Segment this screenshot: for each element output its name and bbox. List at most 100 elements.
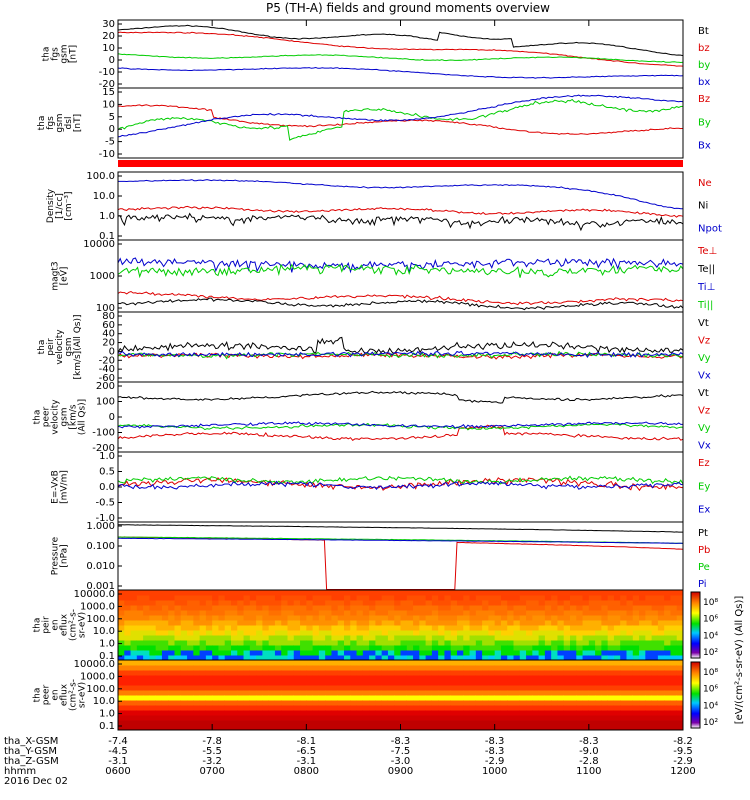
spectrogram-cell (450, 715, 458, 721)
spectrogram-cell (601, 610, 609, 616)
spectrogram-cell (444, 655, 452, 661)
spectrogram-cell (193, 675, 201, 681)
spectrogram-cell (639, 660, 646, 666)
spectrogram-cell (469, 650, 477, 656)
spectrogram-cell (356, 630, 364, 636)
spectrogram-cell (344, 640, 351, 646)
spectrogram-cell (488, 665, 496, 671)
spectrogram-cell (582, 720, 590, 726)
spectrogram-cell (500, 595, 508, 601)
spectrogram-cell (124, 660, 132, 666)
legend-Ex: Ex (698, 505, 710, 516)
spectrogram-cell (218, 670, 226, 676)
spectrogram-cell (312, 695, 320, 701)
spectrogram-cell (325, 670, 332, 676)
spectrogram-cell (337, 605, 345, 611)
spectrogram-cell (262, 675, 270, 681)
spectrogram-cell (218, 640, 226, 646)
spectrogram-cell (243, 660, 251, 666)
y-tick-label: 10 (102, 99, 115, 110)
spectrogram-cell (544, 670, 552, 676)
spectrogram-cell (212, 670, 219, 676)
y-tick-label: 0.001 (86, 581, 115, 592)
spectrogram-cell (331, 590, 339, 596)
spectrogram-cell (174, 640, 182, 646)
spectrogram-cell (130, 710, 138, 716)
series-line-5-4 (117, 350, 684, 359)
spectrogram-cell (626, 710, 634, 716)
spectrogram-cell (161, 605, 169, 611)
spectrogram-cell (394, 655, 401, 661)
spectrogram-cell (249, 680, 257, 686)
spectrogram-cell (124, 705, 132, 711)
spectrogram-cell (413, 600, 420, 606)
spectrogram-cell (576, 605, 584, 611)
spectrogram-cell (124, 690, 132, 696)
spectrogram-cell (532, 625, 540, 631)
spectrogram-cell (507, 695, 514, 701)
spectrogram-cell (362, 680, 370, 686)
y-tick-label: 0.1 (99, 231, 115, 242)
spectrogram-cell (532, 670, 540, 676)
spectrogram-cell (362, 685, 370, 691)
spectrogram-cell (231, 675, 238, 681)
spectrogram-cell (526, 615, 533, 621)
spectrogram-cell (350, 680, 358, 686)
spectrogram-cell (601, 715, 609, 721)
spectrogram-cell (425, 635, 433, 641)
spectrogram-cell (293, 595, 301, 601)
spectrogram-cell (406, 720, 414, 726)
spectrogram-cell (274, 675, 282, 681)
spectrogram-cell (532, 705, 540, 711)
spectrogram-cell (344, 605, 351, 611)
spectrogram-cell (538, 700, 546, 706)
spectrogram-cell (118, 725, 125, 731)
spectrogram-cell (262, 610, 270, 616)
spectrogram-cell (161, 635, 169, 641)
spectrogram-cell (161, 705, 169, 711)
spectrogram-cell (205, 665, 213, 671)
spectrogram-cell (406, 675, 414, 681)
spectrogram-cell (513, 705, 521, 711)
spectrogram-cell (331, 640, 339, 646)
spectrogram-cell (312, 625, 320, 631)
spectrogram-cell (469, 640, 477, 646)
spectrogram-cell (664, 700, 671, 706)
spectrogram-cell (419, 660, 427, 666)
spectrogram-cell (268, 710, 276, 716)
spectrogram-cell (218, 715, 226, 721)
spectrogram-cell (645, 690, 653, 696)
spectrogram-cell (381, 700, 389, 706)
spectrogram-cell (588, 710, 596, 716)
y-tick-label: 1000 (90, 271, 115, 282)
spectrogram-cell (626, 725, 634, 731)
spectrogram-cell (118, 705, 125, 711)
spectrogram-cell (212, 605, 219, 611)
spectrogram-cell (526, 675, 533, 681)
spectrogram-cell (526, 670, 533, 676)
spectrogram-cell (381, 670, 389, 676)
series-line-2-2 (117, 98, 684, 141)
spectrogram-cell (588, 640, 596, 646)
spectrogram-cell (362, 665, 370, 671)
spectrogram-cell (413, 630, 420, 636)
spectrogram-cell (136, 625, 144, 631)
spectrogram-cell (538, 645, 546, 651)
y-tick-label: -20 (99, 79, 115, 90)
spectrogram-cell (613, 635, 621, 641)
spectrogram-cell (293, 690, 301, 696)
spectrogram-cell (362, 615, 370, 621)
y-tick-label: 1000.0 (80, 671, 115, 682)
spectrogram-cell (475, 710, 483, 716)
spectrogram-cell (180, 690, 188, 696)
spectrogram-cell (394, 645, 401, 651)
y-tick-label: -100 (92, 428, 115, 439)
spectrogram-cell (149, 710, 157, 716)
spectrogram-cell (664, 600, 671, 606)
spectrogram-cell (657, 695, 665, 701)
spectrogram-cell (262, 625, 270, 631)
spectrogram-cell (394, 720, 401, 726)
spectrogram-cell (262, 645, 270, 651)
spectrogram-cell (450, 590, 458, 596)
spectrogram-cell (601, 595, 609, 601)
